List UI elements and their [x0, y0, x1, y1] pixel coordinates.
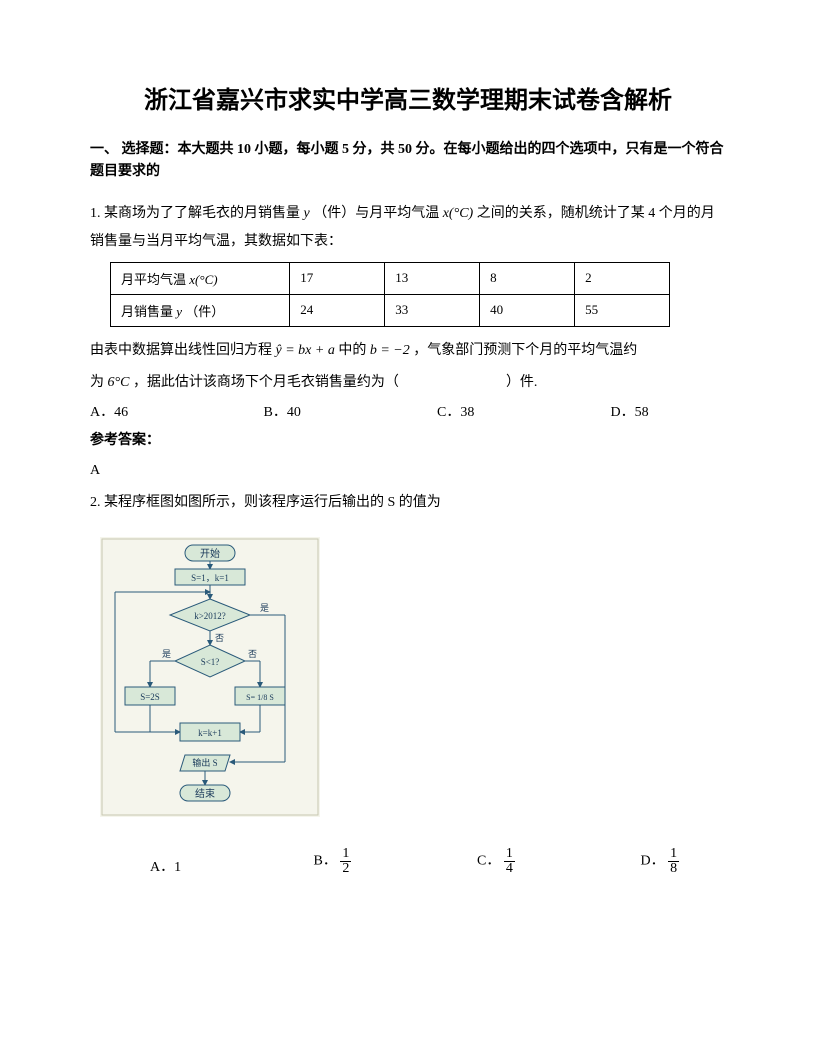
cell: 13 [385, 262, 480, 294]
row2-label: 月销售量 [121, 304, 173, 319]
section-heading: 一、 选择题：本大题共 10 小题，每小题 5 分，共 50 分。在每小题给出的… [90, 139, 726, 184]
cell: 24 [290, 294, 385, 326]
q1-text2: （件）与月平均气温 [313, 206, 439, 221]
q2-opt-c-label: C． [477, 854, 500, 869]
q1-opt-d: D．58 [611, 401, 711, 421]
flowchart-cond1-label: k>2012? [194, 611, 226, 621]
cell: 8 [480, 262, 575, 294]
frac-den: 4 [504, 862, 515, 876]
q2-opt-b-label: B． [314, 854, 337, 869]
row2-var: y [176, 304, 182, 319]
cell: 2 [575, 262, 670, 294]
fraction-icon: 1 8 [668, 847, 679, 876]
q1-xvar: x(°C) [443, 206, 473, 221]
q2-text: 2. 某程序框图如图所示，则该程序运行后输出的 S 的值为 [90, 489, 726, 517]
q1-text1: 1. 某商场为了了解毛衣的月销售量 [90, 206, 300, 221]
table-row: 月销售量 y （件） 24 33 40 55 [111, 294, 670, 326]
q1-line1: 1. 某商场为了了解毛衣的月销售量 y （件）与月平均气温 x(°C) 之间的关… [90, 200, 726, 256]
flowchart-no2: 否 [248, 649, 257, 659]
q1-text8: ，据此估计该商场下个月毛衣销售量约为（ [133, 375, 399, 390]
q2-opt-d-label: D． [641, 854, 665, 869]
q1-text6: ，气象部门预测下个月的平均气温约 [413, 343, 637, 358]
q1-options: A．46 B．40 C．38 D．58 [90, 401, 726, 421]
q1-opt-c: C．38 [437, 401, 607, 421]
flowchart-yes1: 是 [260, 603, 269, 613]
page-title: 浙江省嘉兴市求实中学高三数学理期末试卷含解析 [90, 80, 726, 115]
frac-den: 8 [668, 862, 679, 876]
fraction-icon: 1 4 [504, 847, 515, 876]
q1-text9: ）件. [506, 375, 538, 390]
flowchart-svg: 开始 S=1，k=1 k>2012? 是 否 S<1? 是 否 S=2S [100, 537, 320, 817]
row1-label: 月平均气温 [121, 272, 186, 287]
cell: 55 [575, 294, 670, 326]
q2-flowchart: 开始 S=1，k=1 k>2012? 是 否 S<1? 是 否 S=2S [100, 537, 320, 817]
cell: 33 [385, 294, 480, 326]
flowchart-init-label: S=1，k=1 [191, 573, 229, 583]
q1-text4: 由表中数据算出线性回归方程 [90, 343, 272, 358]
flowchart-no1: 否 [215, 633, 224, 643]
flowchart-cond2-label: S<1? [201, 657, 220, 667]
row1-var: x(°C) [189, 272, 217, 287]
q2-opt-d: D． 1 8 [641, 847, 680, 876]
q1-beq: b = −2 [370, 343, 410, 358]
frac-num: 1 [504, 847, 515, 862]
q1-text5: 中的 [338, 343, 366, 358]
q1-line3: 为 6°C ，据此估计该商场下个月毛衣销售量约为（ ）件. [90, 369, 726, 397]
q1-line2: 由表中数据算出线性回归方程 ŷ = bx + a 中的 b = −2 ，气象部门… [90, 337, 726, 365]
q1-text7: 为 [90, 375, 104, 390]
cell: 17 [290, 262, 385, 294]
q1-yvar: y [304, 206, 310, 221]
fraction-icon: 1 2 [340, 847, 351, 876]
flowchart-inc-label: k=k+1 [198, 728, 222, 738]
q2-opt-b: B． 1 2 [314, 847, 474, 876]
q1-data-table: 月平均气温 x(°C) 17 13 8 2 月销售量 y （件） 24 33 4… [110, 262, 670, 327]
frac-num: 1 [668, 847, 679, 862]
q1-regression: ŷ = bx + a [276, 343, 335, 358]
frac-den: 2 [340, 862, 351, 876]
flowchart-start-label: 开始 [200, 547, 220, 560]
q2-opt-a: A．1 [150, 856, 310, 876]
flowchart-op1-label: S=2S [140, 692, 160, 702]
q1-answer-label: 参考答案： [90, 429, 726, 449]
cell: 40 [480, 294, 575, 326]
q2-opt-c: C． 1 4 [477, 847, 637, 876]
row2-suffix: （件） [185, 304, 224, 319]
flowchart-output-label: 输出 S [192, 757, 217, 768]
frac-num: 1 [340, 847, 351, 862]
q1-opt-b: B．40 [264, 401, 434, 421]
q2-options: A．1 B． 1 2 C． 1 4 D． 1 8 [90, 847, 726, 876]
flowchart-yes2: 是 [162, 649, 171, 659]
table-row: 月平均气温 x(°C) 17 13 8 2 [111, 262, 670, 294]
flowchart-end-label: 结束 [195, 787, 215, 800]
q1-answer: A [90, 463, 726, 479]
q1-temp: 6°C [108, 375, 130, 390]
q1-opt-a: A．46 [90, 401, 260, 421]
flowchart-op2-label: S= 1/8 S [246, 693, 274, 702]
